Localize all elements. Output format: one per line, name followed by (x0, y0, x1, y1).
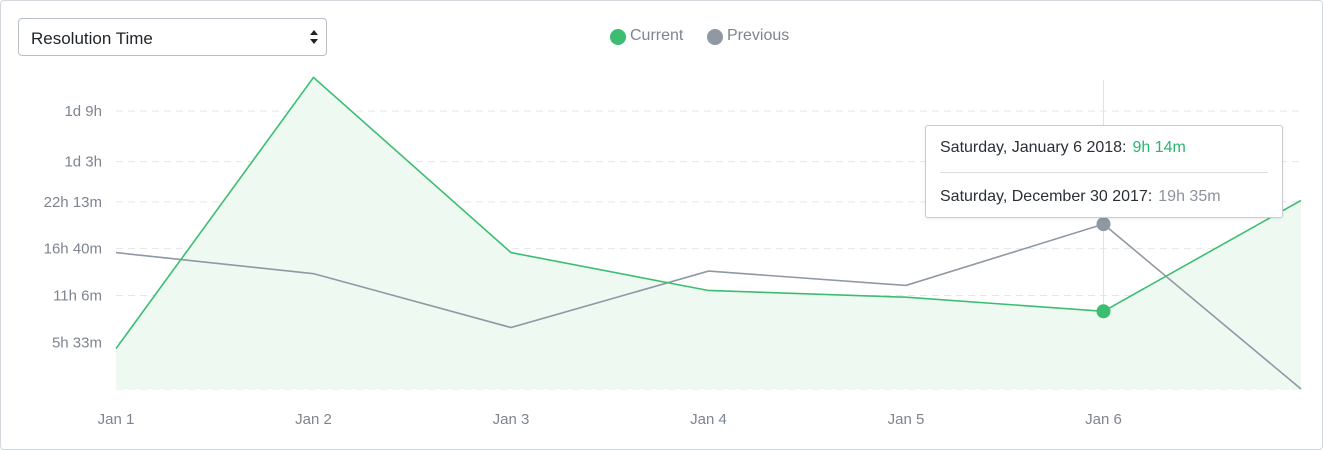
legend-label-current: Current (630, 27, 684, 44)
tooltip-previous-value: 19h 35m (1158, 188, 1221, 205)
tooltip-row-current: Saturday, January 6 2018: 9h 14m (940, 139, 1186, 157)
x-tick-label: Jan 6 (1085, 411, 1122, 428)
x-tick-label: Jan 1 (98, 411, 135, 428)
y-tick-label: 22h 13m (44, 194, 102, 211)
legend-dot-previous (707, 29, 723, 45)
select-arrows-icon (310, 30, 318, 44)
legend-label-previous: Previous (727, 27, 790, 44)
tooltip-current-date: Saturday, January 6 2018: (940, 139, 1127, 156)
tooltip-current-value: 9h 14m (1132, 139, 1186, 156)
x-tick-label: Jan 3 (493, 411, 530, 428)
series-current-area (116, 77, 1301, 390)
x-tick-label: Jan 4 (690, 411, 727, 428)
highlight-point-previous (1096, 217, 1111, 232)
tooltip-row-previous: Saturday, December 30 2017: 19h 35m (940, 188, 1221, 206)
tooltip-previous-date: Saturday, December 30 2017: (940, 188, 1153, 205)
y-tick-label: 5h 33m (52, 334, 102, 351)
metric-select-value: Resolution Time (31, 29, 153, 48)
tooltip-divider (940, 172, 1268, 173)
x-tick-label: Jan 2 (295, 411, 332, 428)
x-tick-label: Jan 5 (888, 411, 925, 428)
y-tick-label: 16h 40m (44, 241, 102, 258)
highlight-point-current (1096, 304, 1111, 319)
legend-dot-current (610, 29, 626, 45)
y-tick-label: 1d 3h (64, 154, 102, 171)
tooltip: Saturday, January 6 2018: 9h 14m Saturday… (925, 125, 1283, 218)
metric-select[interactable]: Resolution Time (18, 18, 327, 56)
y-tick-label: 1d 9h (64, 103, 102, 120)
y-tick-label: 11h 6m (53, 288, 102, 305)
